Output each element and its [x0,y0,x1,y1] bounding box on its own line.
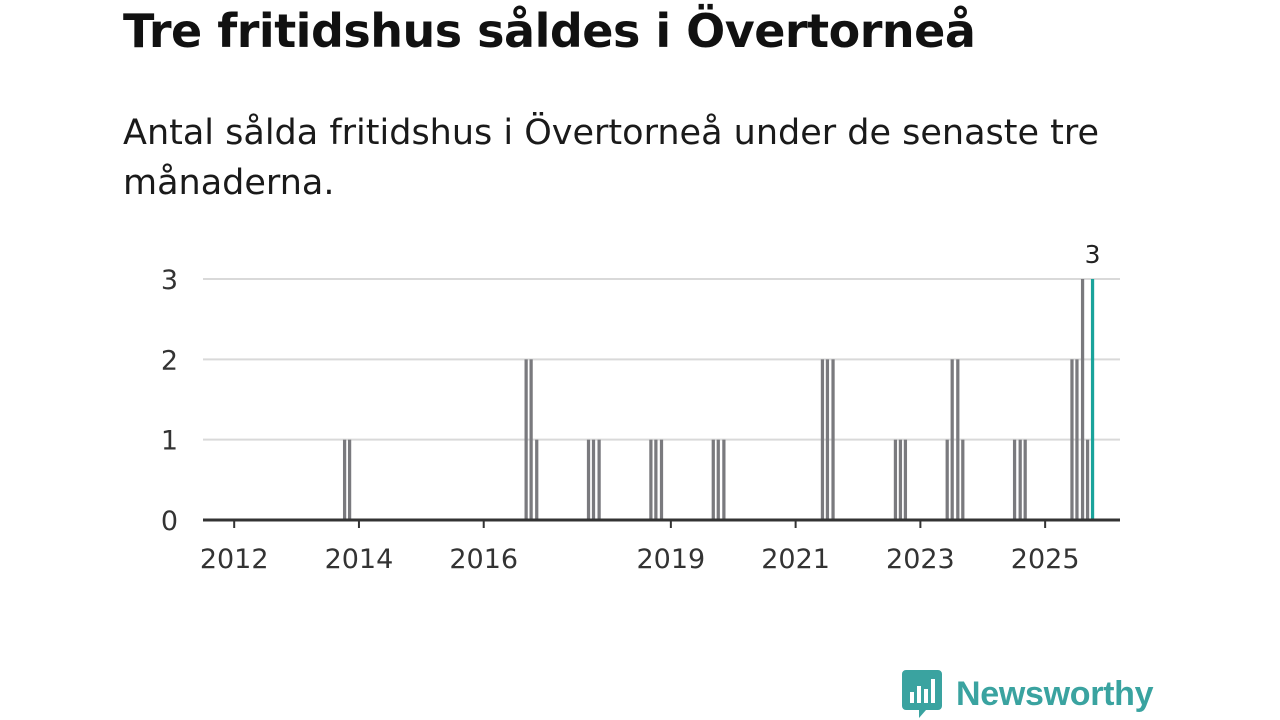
x-tick-label: 2014 [325,544,394,575]
bar [586,439,591,520]
x-tick-label: 2016 [449,544,518,575]
bar [898,439,903,520]
bar-chart: 0 1 2 3 2012 2014 2016 2019 2021 2023 2025 3 [161,240,1120,575]
y-tick-label: 0 [161,506,178,537]
bar [716,439,720,520]
newsworthy-bar-chart-icon [902,670,942,718]
highlight-bar [1090,279,1095,520]
bar [961,439,965,520]
bar [1085,439,1090,520]
bar [649,439,653,520]
x-tick-label: 2019 [636,544,705,575]
bar [820,359,825,520]
bar [945,439,949,520]
bar [347,439,352,520]
bar [1012,439,1017,520]
bar [1080,279,1085,520]
bar [529,359,533,520]
bar [591,439,596,520]
gridlines [203,278,1120,441]
bar [535,439,539,520]
bar [524,359,528,520]
y-tick-label: 3 [161,265,178,296]
bar [1018,439,1022,520]
x-tick-label: 2021 [761,544,830,575]
x-tick-label: 2023 [886,544,955,575]
y-tick-label: 2 [161,345,178,376]
bar [950,359,954,520]
labels: 0 1 2 3 2012 2014 2016 2019 2021 2023 2025 3 [161,240,1101,575]
bar [722,439,726,520]
bar [654,439,658,520]
x-tick-label: 2025 [1011,544,1080,575]
bar [1075,359,1079,520]
bar [893,439,898,520]
bar [956,359,960,520]
bar [825,359,830,520]
bar [831,359,835,520]
bar [597,439,601,520]
bar [659,439,664,520]
chart-subtitle: Antal sålda fritidshus i Övertorneå unde… [123,113,1100,203]
bar [342,439,347,520]
newsworthy-logo: Newsworthy [902,668,1154,720]
bar [711,439,715,520]
bar [1023,439,1027,520]
value-label: 3 [1085,240,1101,269]
chart-title: Tre fritidshus såldes i Övertorneå [123,4,976,58]
axes [203,518,1120,528]
bar [903,439,908,520]
bars [342,279,1095,520]
brand-name: Newsworthy [956,674,1154,713]
y-tick-label: 1 [161,426,178,457]
x-tick-label: 2012 [200,544,269,575]
bar [1070,359,1074,520]
